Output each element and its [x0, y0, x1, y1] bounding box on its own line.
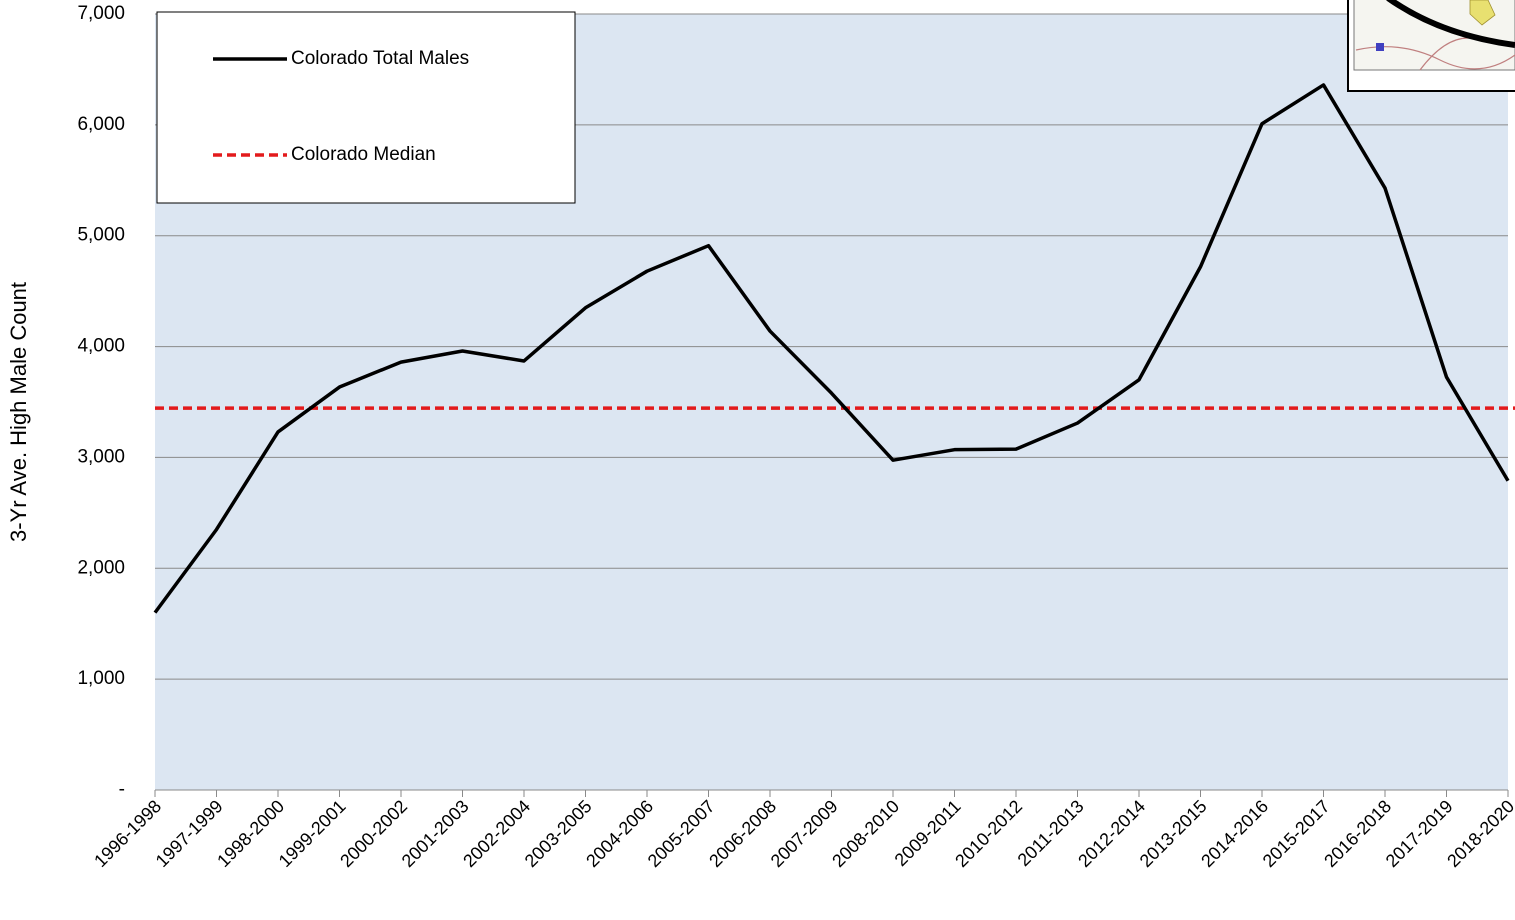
map-region	[1469, 0, 1496, 26]
legend-label: Colorado Total Males	[291, 48, 469, 69]
y-tick-label: 7,000	[77, 3, 125, 24]
y-tick-label: 2,000	[77, 557, 125, 578]
data-line	[153, 83, 1510, 614]
y-tick-label: 6,000	[77, 114, 125, 135]
y-tick-label: -	[119, 779, 125, 800]
y-axis-label: 3-Yr Ave. High Male Count	[6, 282, 31, 542]
map-arc	[1386, 0, 1515, 48]
map-inset	[1347, 0, 1515, 92]
legend-box	[156, 11, 576, 204]
y-tick-label: 5,000	[77, 225, 125, 246]
y-tick-label: 1,000	[77, 668, 125, 689]
y-tick-label: 4,000	[77, 336, 125, 357]
y-tick-label: 3,000	[77, 446, 125, 467]
legend-label: Colorado Median	[291, 144, 436, 165]
x-tick-label: 2018-2020	[1443, 796, 1515, 871]
x-tick-label: 2010-2012	[951, 796, 1026, 871]
x-tick-label: 2008-2010	[828, 796, 903, 871]
map-marker	[1376, 43, 1384, 51]
